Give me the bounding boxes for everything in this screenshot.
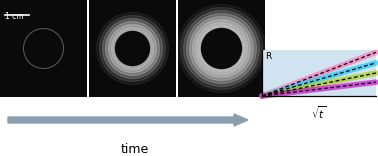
Circle shape <box>192 20 251 78</box>
Text: time: time <box>121 143 149 156</box>
Circle shape <box>108 24 156 73</box>
Circle shape <box>102 19 163 78</box>
Circle shape <box>116 32 150 66</box>
Circle shape <box>189 17 254 80</box>
Circle shape <box>112 27 153 70</box>
Text: $\sqrt{t}$: $\sqrt{t}$ <box>311 104 327 121</box>
Bar <box>178 0 265 97</box>
Circle shape <box>183 10 260 86</box>
Bar <box>262 50 376 96</box>
Circle shape <box>195 22 248 75</box>
Circle shape <box>96 12 169 85</box>
Text: 1 cm: 1 cm <box>5 12 23 21</box>
Circle shape <box>181 7 262 90</box>
Circle shape <box>198 25 245 71</box>
Text: R: R <box>265 52 271 61</box>
Circle shape <box>99 15 166 81</box>
Circle shape <box>201 29 242 68</box>
Bar <box>0 0 87 97</box>
FancyArrow shape <box>8 114 248 126</box>
Circle shape <box>105 22 160 76</box>
Circle shape <box>186 14 257 83</box>
Circle shape <box>178 5 265 93</box>
Bar <box>89 0 176 97</box>
